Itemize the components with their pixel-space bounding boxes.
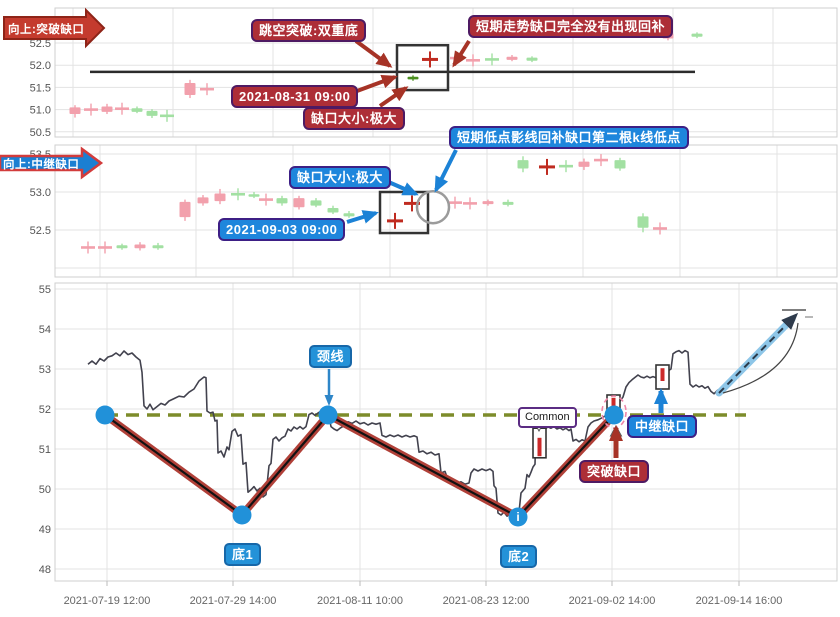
panel-border (54, 282, 838, 582)
gap-highlight-box-top (395, 43, 450, 92)
annotation-no-gap-fill: 短期走势缺口完全没有出现回补 (468, 15, 674, 38)
candle-body (637, 216, 649, 228)
y-tick-label: 52.5 (30, 225, 51, 237)
projection-arrow-dash (718, 312, 799, 394)
banner-continuation-gap-label: 向上:中继缺口 (3, 159, 80, 171)
candle-body (101, 106, 113, 112)
annotation-breakout-gap: 突破缺口 (579, 460, 650, 483)
gap-marker-tick (660, 368, 665, 381)
candle-body (327, 207, 339, 213)
annotation-neckline: 颈线 (309, 345, 353, 368)
y-tick-label: 49 (39, 524, 51, 536)
gap-marker-tick (537, 437, 542, 457)
annotation-shadow-fill-note: 短期低点影线回补缺口第二根k线低点 (449, 126, 689, 149)
trend-vertex-dot-1 (95, 405, 115, 425)
trend-vertex-dot-2 (232, 505, 252, 525)
trend-vertex-dot-4 (508, 507, 528, 527)
y-tick-label: 53 (39, 364, 51, 376)
candle-body (614, 160, 626, 169)
candle-body (293, 198, 305, 208)
panel-border (54, 144, 838, 278)
candle-body (526, 57, 538, 61)
annotation-gap-size-mid: 缺口大小:极大 (289, 166, 391, 189)
candle-body (407, 76, 419, 80)
candle-body (179, 201, 191, 218)
candle-body (69, 107, 81, 115)
y-tick-label: 52 (39, 404, 51, 416)
candle-body (506, 56, 518, 60)
banner-breakout-gap-label: 向上:突破缺口 (8, 24, 85, 36)
price-line (87, 349, 719, 518)
candle-body (343, 213, 355, 217)
candle-body (310, 200, 322, 206)
annotation-date-mid: 2021-09-03 09:00 (218, 218, 346, 241)
arrow-shadow-note (434, 149, 458, 193)
y-tick-label: 55 (39, 284, 51, 296)
candle-body (517, 160, 529, 169)
y-tick-label: 52.0 (30, 60, 51, 72)
candle-body (116, 245, 128, 249)
annotation-gap-breakout-double-bottom: 跳空突破:双重底 (251, 19, 367, 42)
x-tick-label: 2021-09-14 16:00 (696, 595, 783, 607)
candle-body (482, 201, 494, 205)
y-tick-label: 50 (39, 484, 51, 496)
arrow-date-top (356, 74, 398, 93)
y-tick-label: 48 (39, 564, 51, 576)
arrow-no-fill (452, 39, 471, 68)
banner-breakout-gap (3, 7, 106, 49)
annotation-common: Common (518, 407, 577, 428)
y-tick-label: 51.5 (30, 82, 51, 94)
candle-body (146, 110, 158, 116)
x-tick-label: 2021-09-02 14:00 (569, 595, 656, 607)
bottom2-dot-mark: i (516, 510, 519, 524)
annotation-continuation-gap: 中继缺口 (627, 415, 698, 438)
annotation-date-top: 2021-08-31 09:00 (231, 85, 359, 108)
candle-body (276, 198, 288, 204)
annotation-gap-size-top: 缺口大小:极大 (303, 107, 405, 130)
arrow-gap-breakout (354, 39, 393, 68)
y-tick-label: 52.5 (30, 38, 51, 50)
candle-body (214, 193, 226, 202)
y-tick-label: 51.0 (30, 105, 51, 117)
x-tick-label: 2021-07-19 12:00 (64, 595, 151, 607)
candle-body (197, 197, 209, 204)
gap-marker-tick (611, 397, 616, 409)
y-tick-label: 53.0 (30, 187, 51, 199)
y-tick-label: 51 (39, 444, 51, 456)
y-tick-label: 50.5 (30, 127, 51, 139)
annotation-bottom-1: 底1 (224, 543, 262, 566)
y-tick-label: 54 (39, 324, 51, 336)
projection-arc (722, 322, 799, 394)
annotation-bottom-2: 底2 (500, 545, 538, 568)
arrow-gap-size-top (378, 86, 409, 108)
candle-body (248, 194, 260, 197)
x-tick-label: 2021-08-23 12:00 (443, 595, 530, 607)
banner-continuation-gap (0, 146, 104, 180)
candle-body (134, 244, 146, 249)
candle-body (184, 82, 196, 95)
x-tick-label: 2021-08-11 10:00 (317, 595, 403, 607)
trend-vertex-dot-3 (318, 405, 338, 425)
candle-body (691, 33, 703, 37)
x-tick-label: 2021-07-29 14:00 (190, 595, 277, 607)
shadow-fill-circle (415, 189, 451, 225)
arrow-date-mid (346, 210, 379, 224)
candle-body (152, 245, 164, 249)
panel-border (54, 7, 838, 138)
candle-body (578, 161, 590, 167)
candle-body (502, 201, 514, 205)
candle-body (131, 108, 143, 112)
trend-vertex-dot-5 (604, 405, 624, 425)
